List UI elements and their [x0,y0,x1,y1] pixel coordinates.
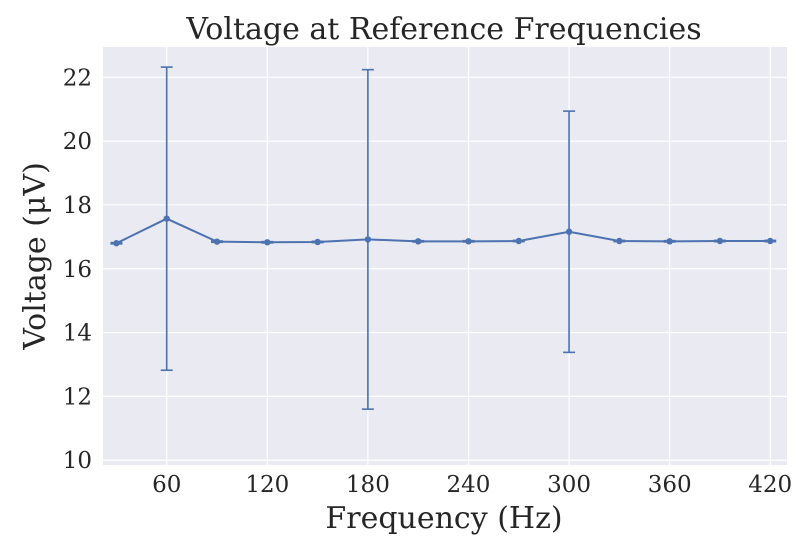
data-point [716,237,724,245]
data-point [163,215,170,222]
data-point [465,238,472,245]
data-point [314,238,321,246]
y-tick-label: 20 [63,129,92,155]
y-tick-label: 10 [63,448,92,474]
data-point [565,228,573,235]
data-point [213,238,221,245]
x-axis-label: Frequency (Hz) [325,501,562,536]
x-tick-label: 360 [648,472,692,498]
x-tick-label: 120 [245,472,289,498]
y-axis-label: Voltage (μV) [18,162,53,351]
plot-area [103,47,787,465]
y-tick-label: 16 [63,257,92,283]
x-tick-label: 60 [152,472,181,498]
series-line [115,217,771,245]
tick-labels: 60 120 180 240 300 360 420 10 12 14 16 18 20 22 [63,65,792,498]
data-point [364,236,372,243]
chart-title: Voltage at Reference Frequencies [185,12,701,47]
data-point [767,237,774,245]
data-point [414,238,422,245]
grid [103,47,787,465]
data-layer [110,66,777,410]
y-tick-label: 12 [63,384,92,410]
x-tick-label: 180 [346,472,390,498]
x-tick-label: 420 [748,472,792,498]
data-point [515,237,522,245]
x-tick-label: 300 [547,472,591,498]
data-point [616,237,623,245]
x-tick-label: 240 [447,472,491,498]
y-tick-label: 18 [63,193,92,219]
data-point [666,238,673,245]
y-tick-label: 14 [63,321,92,347]
data-point [113,240,120,247]
data-point [264,239,271,246]
y-tick-label: 22 [63,65,92,91]
